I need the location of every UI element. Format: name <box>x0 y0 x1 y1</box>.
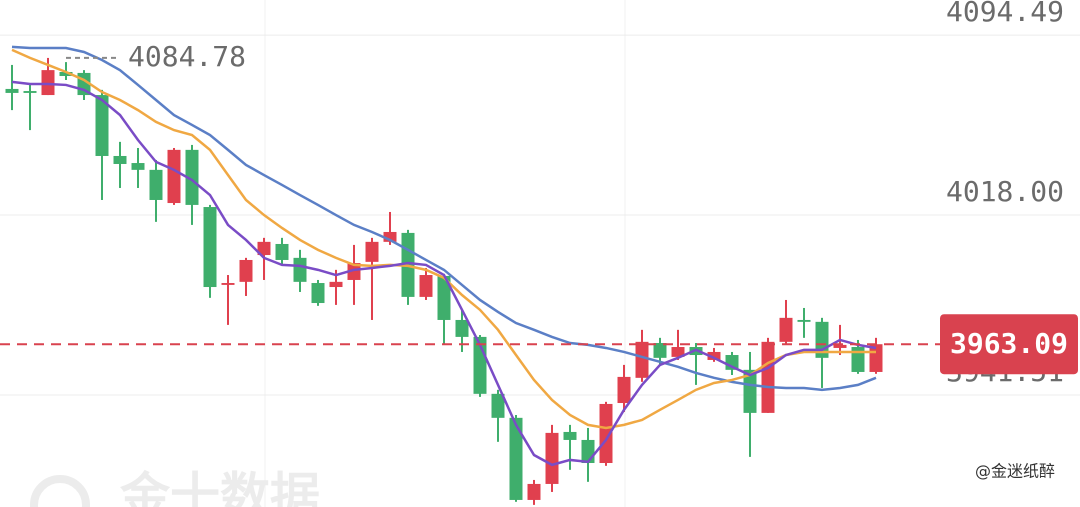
watermark: 金十数据 <box>120 468 320 507</box>
candle-body <box>221 283 235 285</box>
candle-body <box>5 88 19 93</box>
candle-body <box>23 91 37 93</box>
candle-body <box>599 403 613 464</box>
ma-line <box>11 48 876 430</box>
candle-body <box>329 281 343 288</box>
candle-body <box>383 231 397 242</box>
candle-body <box>95 95 109 156</box>
candle-body <box>59 71 73 76</box>
candle-body <box>743 369 757 413</box>
candle-body <box>491 393 505 418</box>
candle-body <box>779 317 793 342</box>
candle-body <box>617 376 631 404</box>
y-tick-label: 4018.00 <box>946 175 1064 208</box>
candle-body <box>203 207 217 288</box>
credit: @金迷纸醉 <box>975 462 1055 481</box>
ma-line <box>11 80 877 467</box>
candle-body <box>707 351 721 360</box>
candle-body <box>185 149 199 205</box>
ma-line <box>11 45 877 392</box>
candle-body <box>455 319 469 337</box>
candle-body <box>635 341 649 378</box>
candle-body <box>671 347 685 357</box>
watermark-logo <box>30 475 90 507</box>
candle-body <box>527 483 541 500</box>
candle-body <box>653 343 667 358</box>
candle-body <box>761 341 775 413</box>
candle-body <box>167 149 181 204</box>
candle-body <box>563 431 577 440</box>
candle-body <box>41 70 55 96</box>
candle-body <box>293 257 307 282</box>
candle-body <box>851 347 865 372</box>
candle-body <box>275 243 289 260</box>
candle-body <box>509 417 523 500</box>
candle-body <box>581 439 595 464</box>
candle-body <box>545 432 559 484</box>
last-price-tag <box>940 314 1078 375</box>
candle-body <box>257 241 271 256</box>
candle-body <box>311 283 325 304</box>
last-price-label: 3963.09 <box>950 327 1068 360</box>
candle-body <box>239 259 253 282</box>
candle-body <box>113 155 127 164</box>
candle-body <box>437 275 451 320</box>
max-marker-label: 4084.78 <box>128 40 246 73</box>
candle-body <box>419 275 433 297</box>
candle-body <box>149 169 163 200</box>
candle-body <box>797 319 811 322</box>
candle-body <box>833 344 847 348</box>
candle-body <box>365 241 379 262</box>
y-tick-label: 4094.49 <box>946 0 1064 28</box>
candle-body <box>131 163 145 170</box>
candle-body <box>347 263 361 280</box>
